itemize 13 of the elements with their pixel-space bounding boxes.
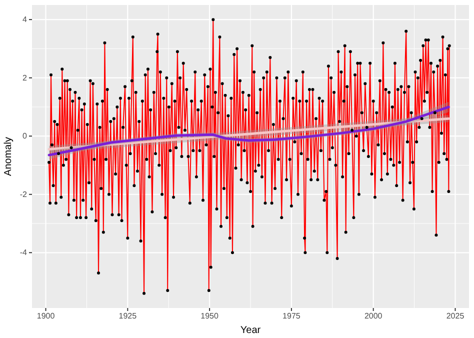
x-tick-label: 1925 — [118, 312, 138, 321]
x-tick-label: 1975 — [282, 312, 301, 321]
x-tick-label: 1900 — [36, 312, 56, 321]
y-tick-label: -2 — [20, 190, 28, 199]
y-axis-title: Anomaly — [3, 137, 14, 176]
y-tick-label: 0 — [22, 132, 28, 141]
x-tick-label: 2025 — [446, 312, 465, 321]
x-axis-title: Year — [240, 325, 262, 336]
x-tick-label: 2000 — [364, 312, 383, 321]
x-tick-label: 1950 — [200, 312, 219, 321]
y-tick-label: 2 — [22, 73, 28, 82]
y-tick-label: 4 — [22, 15, 28, 24]
y-tick-label: -4 — [20, 248, 28, 258]
